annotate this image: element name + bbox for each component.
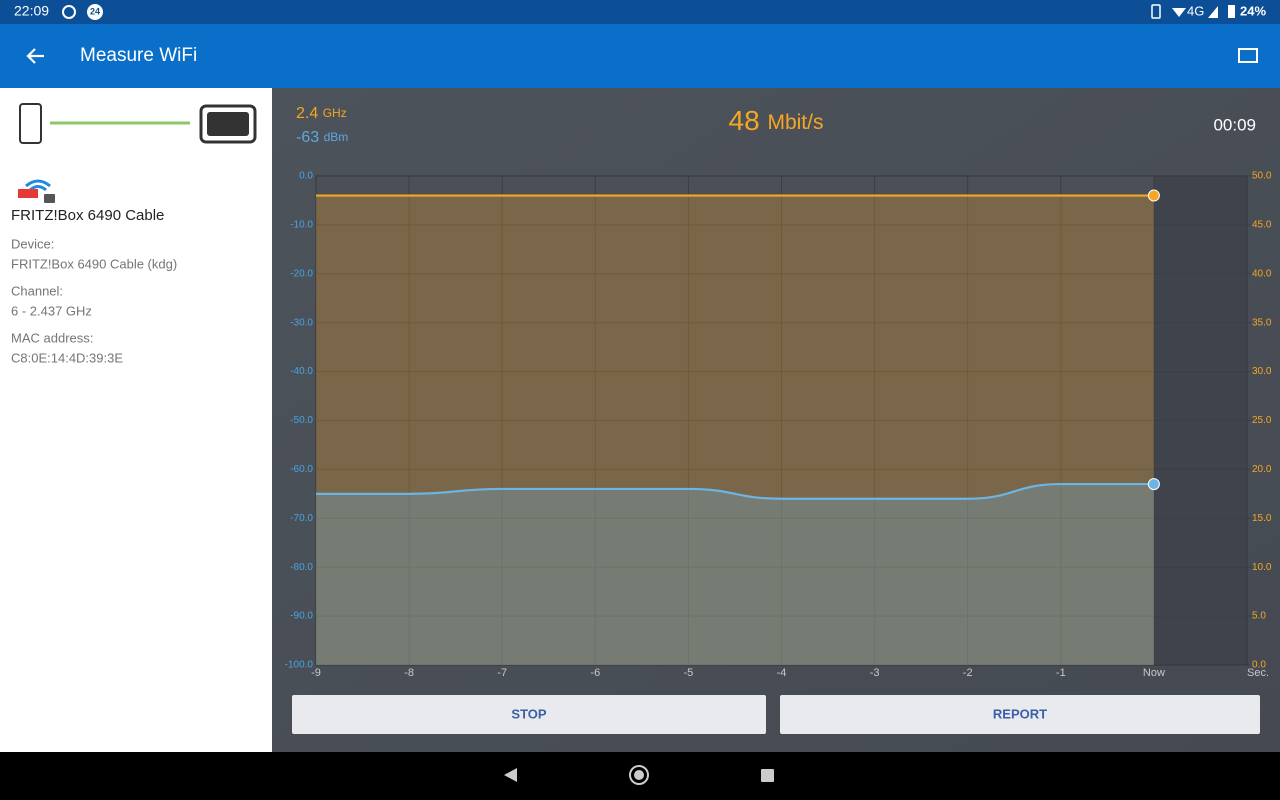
y2-tick-label: 20.0 — [1252, 464, 1272, 475]
band-unit: GHz — [323, 106, 347, 120]
signal-value: -63 — [296, 129, 319, 146]
series-area — [316, 484, 1154, 665]
y2-tick-label: 5.0 — [1252, 611, 1266, 622]
speed: 48 Mbit/s — [729, 105, 824, 136]
y2-tick-label: 30.0 — [1252, 366, 1272, 377]
signal-icon — [1208, 6, 1218, 18]
phone-icon — [19, 103, 42, 144]
stop-button[interactable] — [292, 695, 766, 734]
report-icon[interactable] — [1238, 48, 1258, 63]
x-tick-label: -3 — [870, 667, 880, 679]
x-tick-label: -9 — [311, 667, 321, 679]
network-name: FRITZ!Box 6490 Cable — [11, 207, 164, 224]
y2-tick-label: 45.0 — [1252, 220, 1272, 231]
app-title: Measure WiFi — [80, 45, 197, 66]
detail-value: C8:0E:14:4D:39:3E — [11, 350, 123, 365]
detail-value: 6 - 2.437 GHz — [11, 303, 92, 318]
nav-recents[interactable] — [761, 769, 774, 782]
x-tick-label: -2 — [963, 667, 973, 679]
stop-label[interactable]: STOP — [511, 706, 546, 721]
y-tick-label: -90.0 — [290, 611, 313, 622]
battery-level: 24% — [1240, 3, 1266, 18]
detail-label: Channel: — [11, 283, 63, 298]
report-label[interactable]: REPORT — [993, 706, 1047, 721]
app-bar — [0, 24, 1280, 88]
network-type: 4G — [1187, 3, 1204, 18]
report-button[interactable] — [780, 695, 1260, 734]
router-body — [207, 112, 249, 136]
nav-home-dot — [634, 770, 644, 780]
y-tick-label: 0.0 — [299, 171, 313, 182]
y2-tick-label: 40.0 — [1252, 268, 1272, 279]
x-tick-label: -4 — [777, 667, 787, 679]
y-tick-label: -60.0 — [290, 464, 313, 475]
speed-value: 48 — [729, 105, 760, 136]
end-point — [1147, 189, 1160, 202]
y2-tick-label: 25.0 — [1252, 415, 1272, 426]
router-icon — [199, 104, 257, 144]
clock: 22:09 — [14, 3, 49, 19]
x-tick-label: -7 — [497, 667, 507, 679]
speed-unit: Mbit/s — [767, 111, 823, 134]
elapsed-time: 00:09 — [1213, 115, 1256, 134]
status-bar — [0, 0, 1280, 24]
x-tick-label: -1 — [1056, 667, 1066, 679]
badge-text: 24 — [90, 6, 100, 16]
detail-value: FRITZ!Box 6490 Cable (kdg) — [11, 256, 177, 271]
back-button[interactable] — [26, 48, 44, 64]
lock-icon — [44, 194, 55, 203]
x-unit: Sec. — [1247, 667, 1269, 679]
y-tick-label: -100.0 — [285, 660, 314, 671]
detail-label: MAC address: — [11, 330, 93, 345]
signal-unit: dBm — [324, 130, 349, 144]
y2-tick-label: 35.0 — [1252, 317, 1272, 328]
y-tick-label: -40.0 — [290, 366, 313, 377]
series-area — [316, 195, 1154, 665]
fritz-logo — [18, 189, 38, 198]
signal: -63 dBm — [296, 129, 348, 146]
nav-home[interactable] — [629, 765, 649, 785]
y-tick-label: -70.0 — [290, 513, 313, 524]
y2-tick-label: 50.0 — [1252, 171, 1272, 182]
badge-icon — [87, 4, 103, 20]
y2-tick-label: 0.0 — [1252, 660, 1266, 671]
y-tick-label: -10.0 — [290, 220, 313, 231]
y-tick-label: -20.0 — [290, 268, 313, 279]
x-tick-label: -8 — [404, 667, 414, 679]
series-line — [315, 482, 1154, 500]
wifi-icon — [1172, 8, 1186, 17]
x-tick-label: -5 — [684, 667, 694, 679]
wifi-logo — [25, 179, 51, 192]
y2-tick-label: 15.0 — [1252, 513, 1272, 524]
band-value: 2.4 — [296, 105, 318, 122]
x-tick-label: -6 — [590, 667, 600, 679]
y-tick-label: -50.0 — [290, 415, 313, 426]
y-tick-label: -30.0 — [290, 317, 313, 328]
end-point — [1147, 478, 1160, 491]
band: 2.4 GHz — [296, 105, 347, 122]
sync-icon — [62, 5, 76, 19]
y-tick-label: -80.0 — [290, 562, 313, 573]
nav-back[interactable] — [504, 768, 517, 782]
y2-tick-label: 10.0 — [1252, 562, 1272, 573]
x-tick-label: Now — [1143, 667, 1165, 679]
detail-label: Device: — [11, 236, 54, 251]
plot-border — [315, 175, 1248, 666]
vibrate-icon — [1151, 4, 1161, 19]
battery-icon — [1228, 5, 1235, 18]
